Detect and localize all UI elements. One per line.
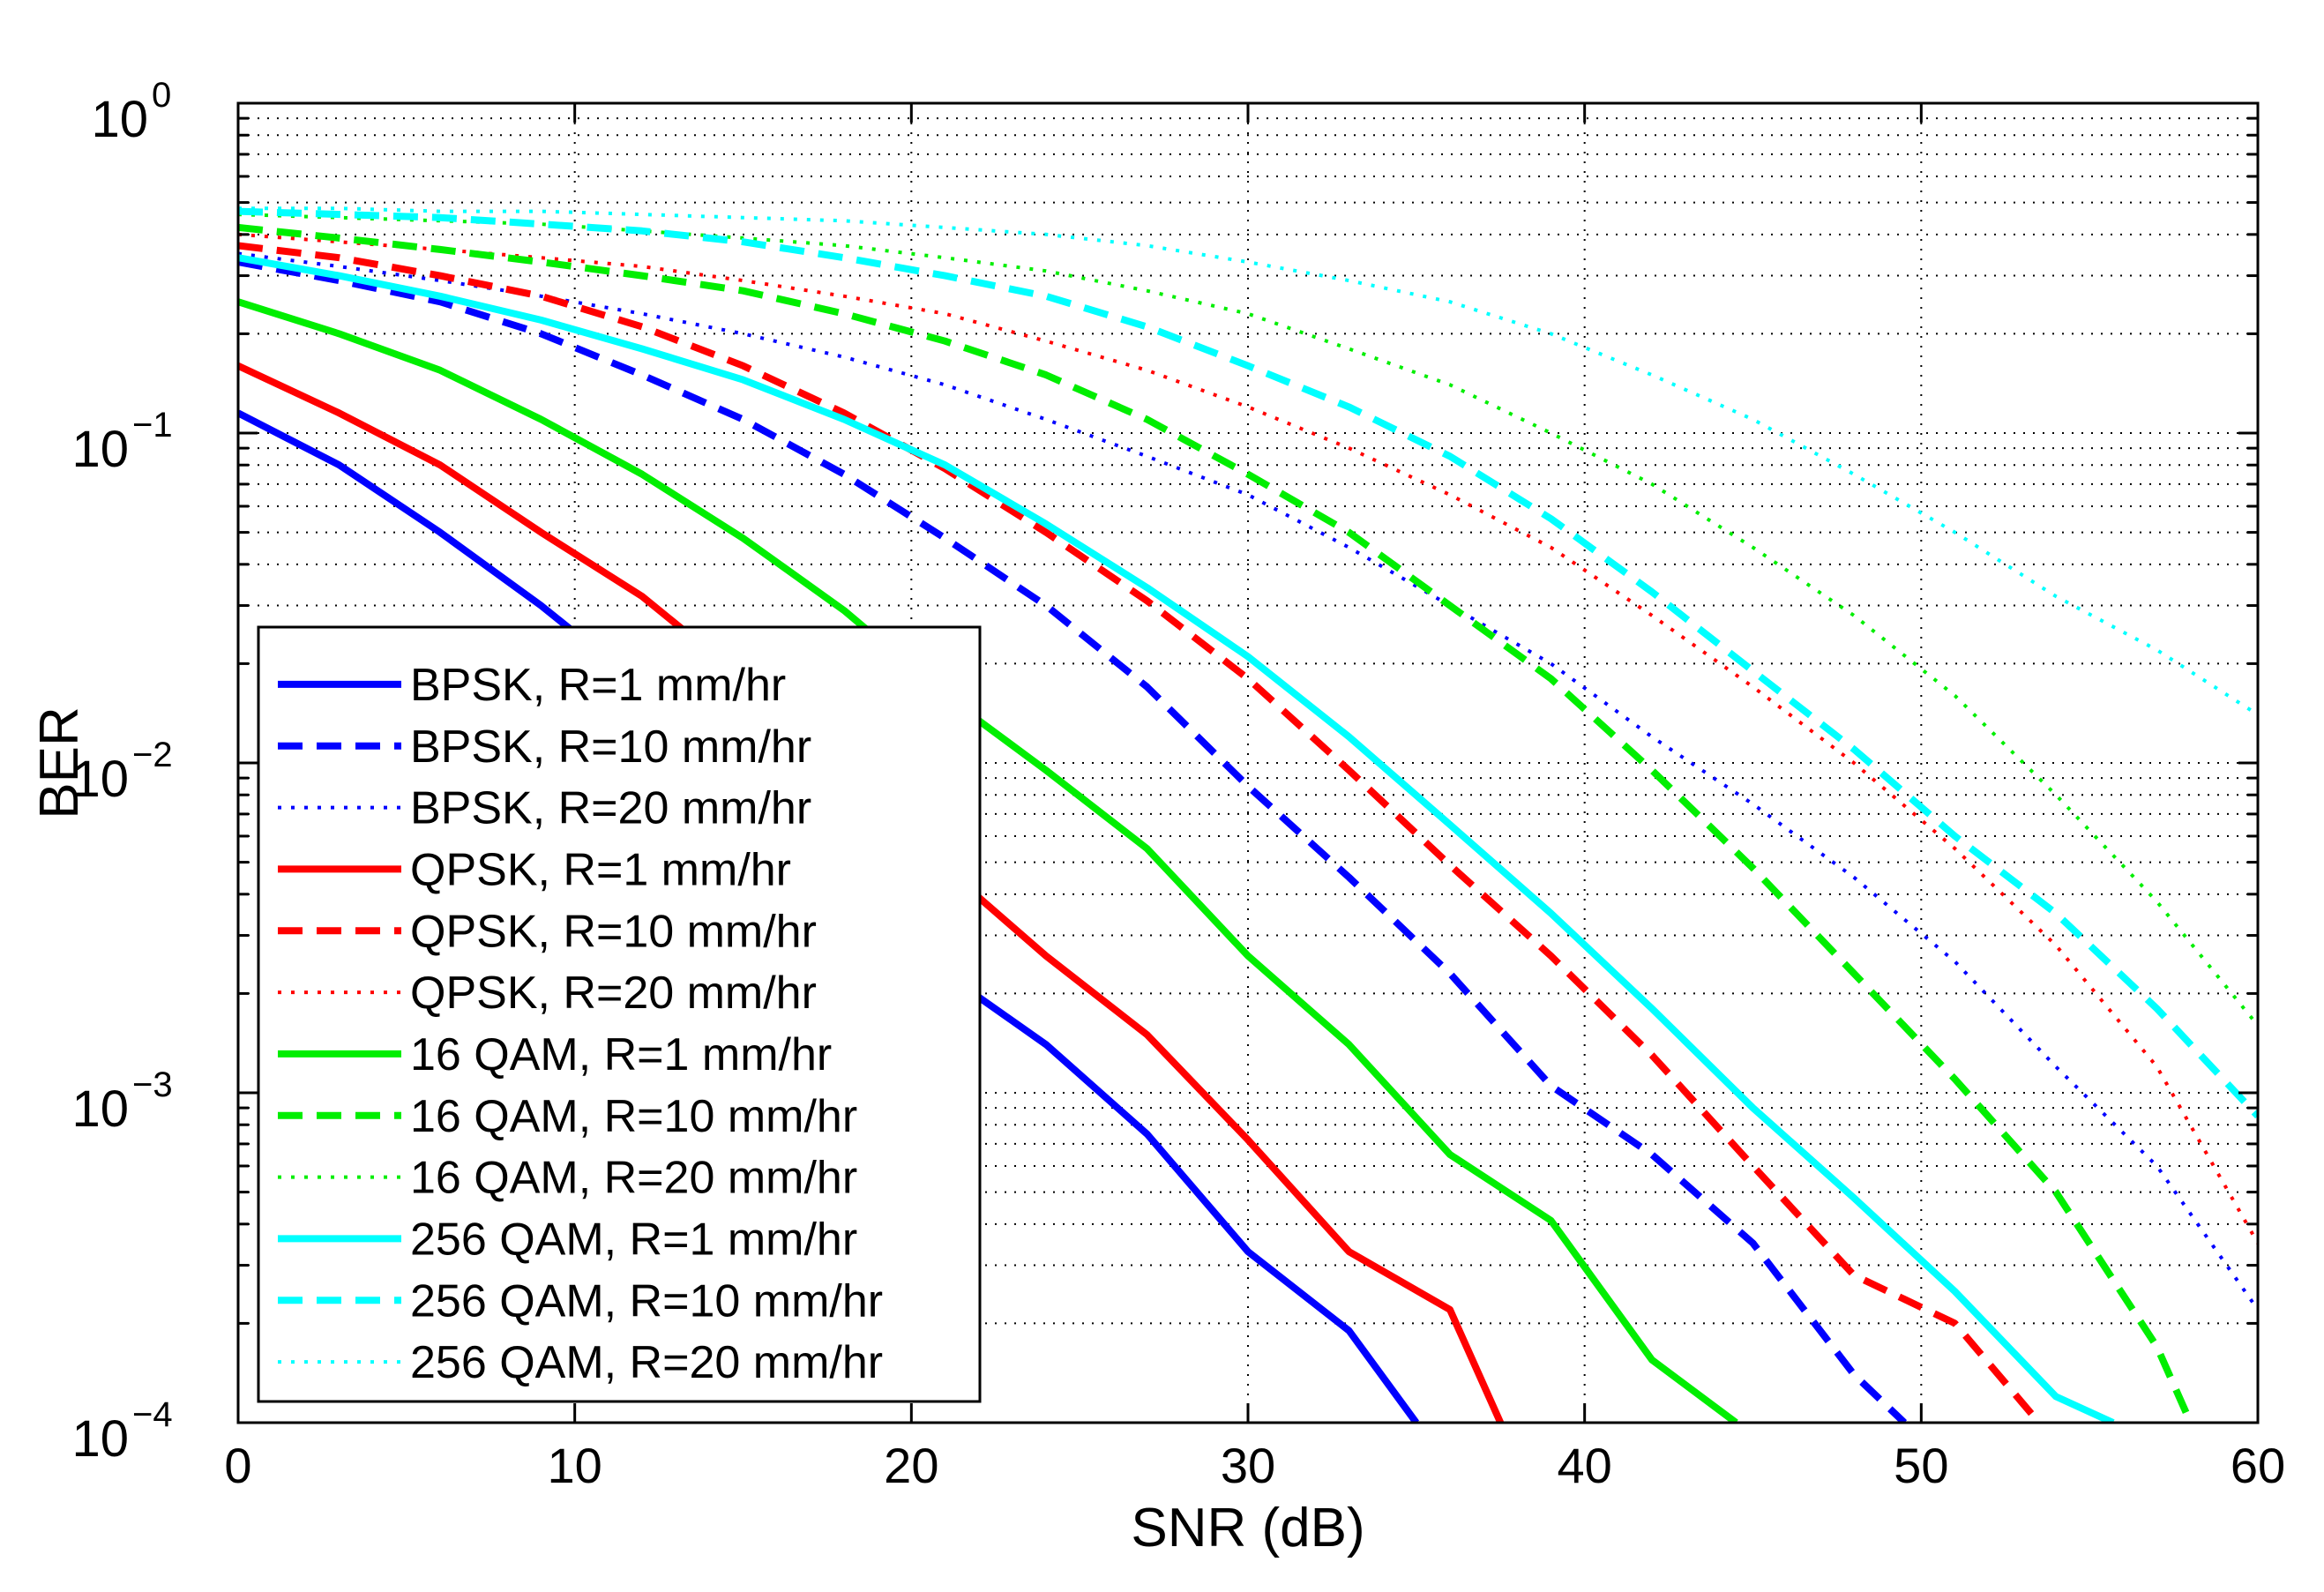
y-tick-labels: 010−110−210−310−410 <box>71 76 172 1468</box>
legend-entry: 16 QAM, R=1 mm/hr <box>278 1029 832 1080</box>
series-line-2 <box>238 258 1908 1423</box>
legend-label: QPSK, R=10 mm/hr <box>410 906 817 957</box>
y-tick-label: −110 <box>71 406 172 478</box>
x-tick-label: 60 <box>2231 1438 2285 1493</box>
legend-label: QPSK, R=1 mm/hr <box>410 844 791 895</box>
y-tick-exponent: −3 <box>132 1065 173 1104</box>
legend-entry: 16 QAM, R=10 mm/hr <box>278 1091 857 1142</box>
y-tick-exponent: −4 <box>132 1395 173 1434</box>
legend-entry: QPSK, R=1 mm/hr <box>278 844 791 895</box>
x-tick-label: 10 <box>548 1438 602 1493</box>
legend-label: BPSK, R=10 mm/hr <box>410 721 811 773</box>
y-tick-label: −310 <box>71 1065 172 1138</box>
x-tick-label: 20 <box>884 1438 938 1493</box>
y-tick-exponent: 0 <box>152 76 171 115</box>
series-line-11 <box>238 207 2258 1119</box>
legend-entry: 256 QAM, R=20 mm/hr <box>278 1337 883 1388</box>
x-axis-label: SNR (dB) <box>1131 1498 1364 1558</box>
legend-entry: 256 QAM, R=10 mm/hr <box>278 1275 883 1327</box>
series-line-10 <box>238 254 2115 1423</box>
legend-label: 256 QAM, R=10 mm/hr <box>410 1275 883 1327</box>
y-tick-base: 10 <box>71 1410 129 1468</box>
legend: BPSK, R=1 mm/hr BPSK, R=10 mm/hr BPSK, R=2… <box>257 625 982 1403</box>
y-tick-label: 010 <box>91 76 171 148</box>
grid-lines <box>238 103 2258 1423</box>
legend-entry: 256 QAM, R=1 mm/hr <box>278 1214 857 1265</box>
legend-entry: BPSK, R=20 mm/hr <box>278 783 811 834</box>
legend-label: 256 QAM, R=20 mm/hr <box>410 1337 883 1388</box>
legend-entry: BPSK, R=10 mm/hr <box>278 721 811 773</box>
legend-label: 16 QAM, R=10 mm/hr <box>410 1091 857 1142</box>
series-line-5 <box>238 242 2042 1423</box>
y-tick-base: 10 <box>71 751 129 808</box>
legend-label: QPSK, R=20 mm/hr <box>410 968 817 1019</box>
y-tick-exponent: −2 <box>132 736 173 774</box>
y-tick-exponent: −1 <box>132 406 173 445</box>
legend-entry: QPSK, R=20 mm/hr <box>278 968 817 1019</box>
series-line-7 <box>238 298 1738 1423</box>
series-line-8 <box>238 223 2194 1423</box>
legend-box <box>257 625 982 1403</box>
legend-label: 16 QAM, R=20 mm/hr <box>410 1153 857 1204</box>
legend-label: BPSK, R=20 mm/hr <box>410 783 811 834</box>
x-tick-labels: 0 10 20 30 40 50 60 <box>224 1438 2285 1493</box>
series-line-12 <box>238 206 2258 716</box>
legend-label: BPSK, R=1 mm/hr <box>410 660 786 711</box>
y-tick-base: 10 <box>71 1080 129 1138</box>
x-tick-label: 50 <box>1894 1438 1948 1493</box>
y-tick-base: 10 <box>71 421 129 478</box>
x-tick-label: 40 <box>1558 1438 1612 1493</box>
legend-entry: QPSK, R=10 mm/hr <box>278 906 817 957</box>
x-tick-label: 30 <box>1221 1438 1275 1493</box>
x-tick-label: 0 <box>224 1438 251 1493</box>
legend-entry: 16 QAM, R=20 mm/hr <box>278 1153 857 1204</box>
axis-ticks <box>236 101 2260 1424</box>
y-tick-label: −210 <box>71 736 172 808</box>
y-tick-label: −410 <box>71 1395 172 1468</box>
y-axis-label: BER <box>29 706 90 818</box>
series-layer <box>238 206 2258 1423</box>
legend-label: 256 QAM, R=1 mm/hr <box>410 1214 857 1265</box>
legend-entry: BPSK, R=1 mm/hr <box>278 660 786 711</box>
legend-label: 16 QAM, R=1 mm/hr <box>410 1029 832 1080</box>
y-tick-base: 10 <box>91 91 148 148</box>
